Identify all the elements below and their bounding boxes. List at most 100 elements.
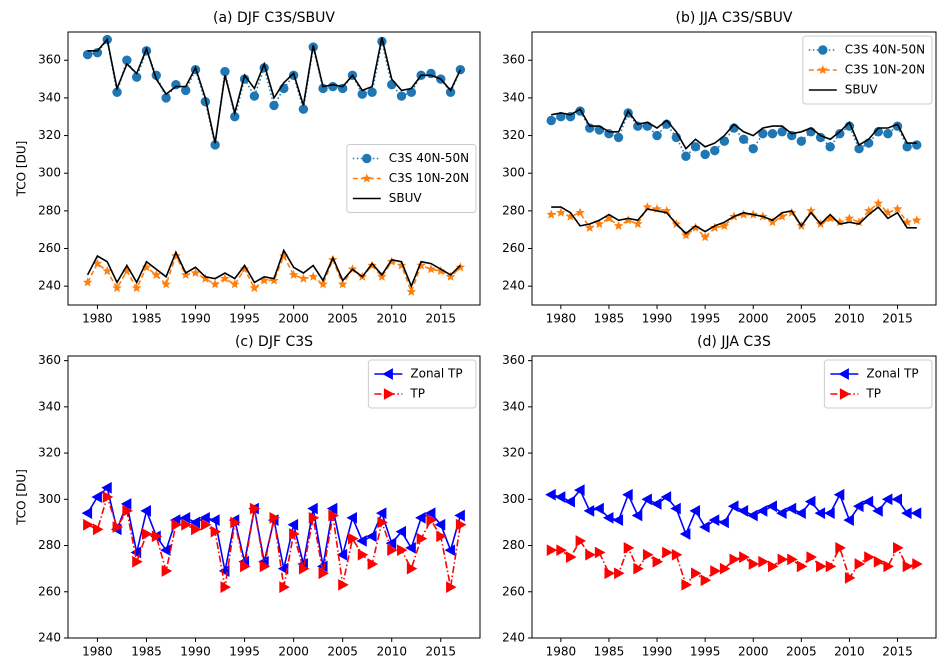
marker xyxy=(83,518,94,531)
marker xyxy=(824,507,835,520)
marker xyxy=(545,488,556,501)
marker xyxy=(816,560,827,573)
marker xyxy=(367,87,377,97)
y-tick-label: 240 xyxy=(38,279,61,293)
marker xyxy=(328,509,339,522)
marker xyxy=(892,204,903,213)
marker xyxy=(825,560,837,573)
marker xyxy=(690,222,701,232)
marker xyxy=(132,555,143,568)
marker xyxy=(346,511,357,524)
marker xyxy=(652,555,664,568)
marker xyxy=(863,205,874,215)
marker xyxy=(416,260,426,270)
legend-box xyxy=(346,144,477,213)
marker xyxy=(249,283,260,293)
marker xyxy=(455,518,467,531)
marker xyxy=(902,217,912,227)
marker xyxy=(415,511,426,524)
marker xyxy=(651,498,662,510)
x-tick-label: 2010 xyxy=(376,312,407,326)
marker xyxy=(288,269,299,279)
marker xyxy=(564,495,575,508)
legend-label: TP xyxy=(865,387,881,401)
legend-label: C3S 10N-20N xyxy=(389,171,469,185)
marker xyxy=(122,505,133,517)
marker xyxy=(835,217,845,227)
plot-area xyxy=(545,484,923,591)
marker xyxy=(556,207,566,217)
marker xyxy=(171,251,181,261)
marker xyxy=(883,207,893,217)
marker xyxy=(120,498,132,510)
legend-marker xyxy=(818,65,828,74)
marker xyxy=(181,269,191,279)
x-tick-label: 2000 xyxy=(738,645,769,659)
marker xyxy=(189,516,201,529)
y-tick-label: 280 xyxy=(502,203,525,217)
marker xyxy=(825,142,835,152)
marker xyxy=(181,85,191,96)
marker xyxy=(426,264,436,274)
marker xyxy=(160,544,171,557)
marker xyxy=(756,505,768,517)
axes-frame xyxy=(531,31,937,306)
marker xyxy=(862,495,874,508)
marker xyxy=(416,532,428,545)
marker xyxy=(854,558,866,570)
marker xyxy=(767,217,778,227)
marker xyxy=(622,488,633,501)
marker xyxy=(729,553,741,566)
marker xyxy=(883,560,894,573)
marker xyxy=(101,481,112,494)
marker xyxy=(679,528,691,540)
marker xyxy=(642,202,653,212)
plot-area xyxy=(546,106,922,242)
marker xyxy=(318,279,328,289)
marker xyxy=(671,548,683,561)
marker xyxy=(445,271,456,281)
marker xyxy=(454,509,465,522)
marker xyxy=(406,562,418,575)
marker xyxy=(82,49,93,60)
marker xyxy=(249,502,261,515)
y-tick-label: 360 xyxy=(502,353,525,367)
marker xyxy=(708,514,720,526)
marker xyxy=(583,505,595,517)
marker xyxy=(594,546,606,559)
marker xyxy=(700,149,710,160)
legend-label: TP xyxy=(409,387,425,401)
marker xyxy=(171,80,181,90)
marker xyxy=(670,502,681,515)
marker xyxy=(661,205,672,215)
panel-title: (b) JJA C3S/SBUV xyxy=(676,10,793,26)
marker xyxy=(298,273,309,283)
marker xyxy=(633,219,643,229)
marker xyxy=(854,217,864,227)
x-tick-label: 2015 xyxy=(425,645,456,659)
marker xyxy=(396,91,407,101)
axes-frame xyxy=(67,355,481,639)
y-tick-label: 280 xyxy=(38,538,61,552)
y-tick-label: 300 xyxy=(502,166,525,180)
marker xyxy=(387,544,398,557)
marker xyxy=(395,525,407,538)
marker xyxy=(81,507,93,520)
legend-label: C3S 10N-20N xyxy=(845,63,925,77)
marker xyxy=(377,516,388,529)
marker xyxy=(199,511,210,524)
y-tick-label: 240 xyxy=(38,631,61,645)
marker xyxy=(565,551,577,563)
marker xyxy=(623,542,635,554)
marker xyxy=(200,273,211,283)
marker xyxy=(308,271,318,281)
marker xyxy=(804,495,816,508)
x-tick-label: 2005 xyxy=(786,645,817,659)
marker xyxy=(602,511,614,524)
y-tick-label: 360 xyxy=(38,53,61,67)
legend-label: C3S 40N-50N xyxy=(389,151,469,165)
marker xyxy=(565,211,576,221)
marker xyxy=(902,560,914,573)
marker xyxy=(710,565,721,577)
